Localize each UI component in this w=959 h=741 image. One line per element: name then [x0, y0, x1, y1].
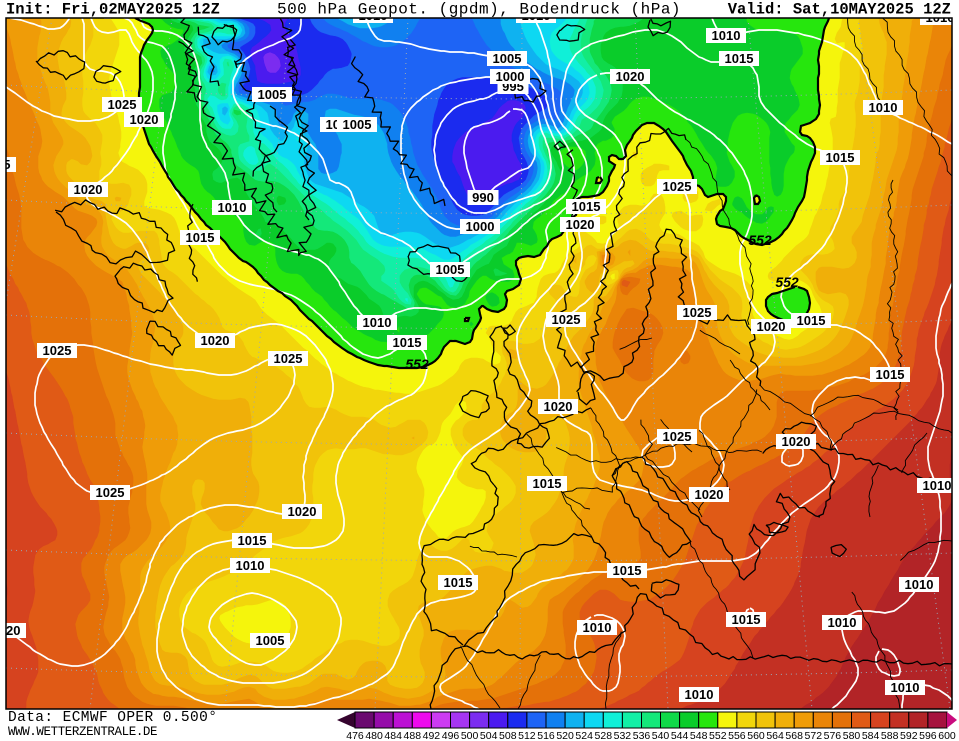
svg-text:1005: 1005	[258, 87, 287, 102]
svg-text:1025: 1025	[663, 429, 692, 444]
svg-text:1000: 1000	[496, 69, 525, 84]
svg-text:1020: 1020	[544, 399, 573, 414]
svg-text:560: 560	[747, 730, 765, 741]
svg-text:1010: 1010	[926, 10, 955, 25]
svg-text:476: 476	[346, 730, 364, 741]
svg-text:504: 504	[480, 730, 498, 741]
svg-text:1015: 1015	[186, 230, 215, 245]
svg-text:600: 600	[938, 730, 956, 741]
svg-text:520: 520	[556, 730, 574, 741]
svg-text:1010: 1010	[712, 28, 741, 43]
svg-text:1020: 1020	[757, 319, 786, 334]
svg-text:1015: 1015	[393, 335, 422, 350]
svg-text:1015: 1015	[238, 533, 267, 548]
svg-text:1015: 1015	[876, 367, 905, 382]
svg-text:1010: 1010	[905, 577, 934, 592]
svg-text:536: 536	[633, 730, 651, 741]
svg-text:1025: 1025	[552, 312, 581, 327]
svg-text:488: 488	[404, 730, 422, 741]
svg-text:480: 480	[365, 730, 383, 741]
svg-text:1020: 1020	[0, 623, 20, 638]
svg-text:1005: 1005	[343, 117, 372, 132]
svg-text:1010: 1010	[363, 315, 392, 330]
svg-text:500: 500	[461, 730, 479, 741]
svg-text:1010: 1010	[869, 100, 898, 115]
svg-text:1010: 1010	[522, 8, 551, 23]
svg-text:1025: 1025	[663, 179, 692, 194]
svg-text:1015: 1015	[572, 199, 601, 214]
svg-text:1025: 1025	[274, 351, 303, 366]
svg-text:484: 484	[384, 730, 402, 741]
svg-text:568: 568	[785, 730, 803, 741]
svg-text:1020: 1020	[74, 182, 103, 197]
svg-text:532: 532	[614, 730, 632, 741]
svg-text:492: 492	[423, 730, 441, 741]
svg-text:544: 544	[671, 730, 689, 741]
svg-text:1020: 1020	[566, 217, 595, 232]
svg-text:500 hPa Geopot. (gpdm), Bodend: 500 hPa Geopot. (gpdm), Bodendruck (hPa)	[277, 1, 681, 19]
svg-text:Valid: Sat,10MAY2025 12Z: Valid: Sat,10MAY2025 12Z	[728, 1, 951, 19]
svg-text:556: 556	[728, 730, 746, 741]
svg-text:552: 552	[775, 274, 799, 290]
svg-text:1025: 1025	[683, 305, 712, 320]
svg-text:1010: 1010	[583, 620, 612, 635]
svg-text:584: 584	[862, 730, 880, 741]
svg-text:1005: 1005	[493, 51, 522, 66]
svg-text:1025: 1025	[0, 157, 10, 172]
svg-text:990: 990	[472, 190, 494, 205]
svg-text:508: 508	[499, 730, 517, 741]
svg-text:1010: 1010	[218, 200, 247, 215]
svg-text:1010: 1010	[891, 680, 920, 695]
svg-text:1005: 1005	[436, 262, 465, 277]
svg-text:1025: 1025	[43, 343, 72, 358]
svg-text:1000: 1000	[466, 219, 495, 234]
svg-text:Data: ECMWF OPER 0.500°: Data: ECMWF OPER 0.500°	[8, 710, 217, 726]
svg-text:496: 496	[442, 730, 460, 741]
svg-text:1010: 1010	[685, 687, 714, 702]
svg-text:1020: 1020	[130, 112, 159, 127]
svg-text:552: 552	[748, 232, 772, 248]
svg-text:1020: 1020	[782, 434, 811, 449]
svg-text:1020: 1020	[201, 333, 230, 348]
svg-text:Init: Fri,02MAY2025 12Z: Init: Fri,02MAY2025 12Z	[6, 1, 220, 19]
svg-text:1015: 1015	[725, 51, 754, 66]
svg-text:552: 552	[709, 730, 727, 741]
svg-text:596: 596	[919, 730, 937, 741]
svg-text:1005: 1005	[256, 633, 285, 648]
svg-text:1015: 1015	[533, 476, 562, 491]
svg-text:564: 564	[766, 730, 784, 741]
svg-text:1015: 1015	[613, 563, 642, 578]
svg-text:524: 524	[575, 730, 593, 741]
svg-text:1010: 1010	[923, 478, 952, 493]
svg-text:512: 512	[518, 730, 536, 741]
svg-text:540: 540	[652, 730, 670, 741]
svg-text:WWW.WETTERZENTRALE.DE: WWW.WETTERZENTRALE.DE	[8, 725, 157, 739]
svg-text:1020: 1020	[288, 504, 317, 519]
svg-text:576: 576	[824, 730, 842, 741]
svg-text:572: 572	[805, 730, 823, 741]
svg-text:528: 528	[595, 730, 613, 741]
svg-text:588: 588	[881, 730, 899, 741]
svg-text:1015: 1015	[826, 150, 855, 165]
svg-text:1015: 1015	[732, 612, 761, 627]
svg-text:1020: 1020	[616, 69, 645, 84]
svg-text:516: 516	[537, 730, 555, 741]
svg-text:1025: 1025	[96, 485, 125, 500]
svg-text:1015: 1015	[797, 313, 826, 328]
svg-text:1010: 1010	[828, 615, 857, 630]
svg-text:1010: 1010	[359, 8, 388, 23]
svg-text:1025: 1025	[108, 97, 137, 112]
svg-text:592: 592	[900, 730, 918, 741]
svg-text:580: 580	[843, 730, 861, 741]
svg-text:548: 548	[690, 730, 708, 741]
svg-text:1010: 1010	[236, 558, 265, 573]
svg-text:552: 552	[405, 356, 429, 372]
svg-text:1020: 1020	[695, 487, 724, 502]
svg-text:1015: 1015	[444, 575, 473, 590]
